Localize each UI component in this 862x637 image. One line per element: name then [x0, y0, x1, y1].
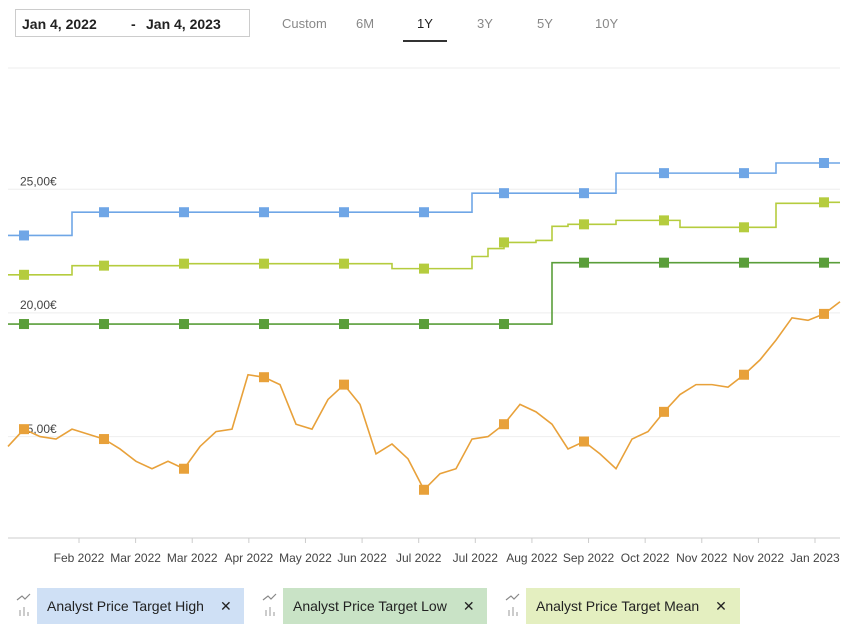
- y-tick-label: 25,00€: [20, 174, 57, 188]
- marker: [419, 319, 429, 330]
- legend-chip[interactable]: Analyst Price Target Mean ✕: [526, 588, 740, 624]
- legend-chip[interactable]: Analyst Price Target Low ✕: [283, 588, 487, 624]
- legend-chip[interactable]: Analyst Price Target High ✕: [37, 588, 244, 624]
- x-tick-label: Aug 2022: [506, 551, 558, 565]
- marker: [739, 369, 749, 380]
- marker: [339, 319, 349, 330]
- icon-graphic: [262, 593, 277, 616]
- marker: [419, 484, 429, 495]
- marker: [179, 258, 189, 269]
- marker: [19, 269, 29, 280]
- legend-label: Analyst Price Target Mean: [536, 598, 700, 614]
- marker: [179, 463, 189, 474]
- marker: [259, 319, 269, 330]
- range-button[interactable]: 3Y: [477, 16, 493, 31]
- date-separator: -: [131, 16, 136, 32]
- marker: [19, 230, 29, 241]
- marker: [179, 207, 189, 218]
- x-tick-label: May 2022: [279, 551, 332, 565]
- marker: [579, 436, 589, 447]
- marker: [739, 222, 749, 233]
- range-button[interactable]: Custom: [282, 16, 327, 31]
- marker: [739, 168, 749, 179]
- marker: [579, 219, 589, 230]
- legend-icon: [504, 588, 522, 624]
- marker: [99, 207, 109, 218]
- marker: [739, 257, 749, 268]
- marker: [819, 197, 829, 208]
- x-tick-label: Apr 2022: [224, 551, 273, 565]
- x-tick-label: Jun 2022: [337, 551, 387, 565]
- marker: [99, 260, 109, 271]
- marker: [499, 319, 509, 330]
- marker: [259, 207, 269, 218]
- marker: [499, 188, 509, 199]
- marker: [659, 168, 669, 179]
- x-tick-label: Sep 2022: [563, 551, 615, 565]
- legend-label: Analyst Price Target Low: [293, 598, 447, 614]
- remove-button[interactable]: ✕: [715, 597, 727, 614]
- marker: [99, 434, 109, 445]
- x-tick-label: Nov 2022: [733, 551, 785, 565]
- marker: [819, 157, 829, 168]
- icon-graphic: [505, 593, 520, 616]
- marker: [419, 207, 429, 218]
- series-line: [7, 301, 841, 492]
- marker: [579, 188, 589, 199]
- series-line: [8, 261, 840, 325]
- y-tick-label: 20,00€: [20, 298, 57, 312]
- legend-label: Analyst Price Target High: [47, 598, 204, 614]
- marker: [659, 257, 669, 268]
- series-line: [8, 162, 840, 237]
- x-tick-label: Nov 2022: [676, 551, 728, 565]
- marker: [339, 207, 349, 218]
- marker: [499, 419, 509, 430]
- marker: [579, 257, 589, 268]
- marker: [19, 319, 29, 330]
- marker: [339, 258, 349, 269]
- marker: [19, 424, 29, 435]
- date-to: Jan 4, 2023: [146, 16, 221, 32]
- marker: [499, 237, 509, 248]
- marker: [819, 257, 829, 268]
- legend-icon: [261, 588, 279, 624]
- marker: [339, 379, 349, 390]
- range-button[interactable]: 10Y: [595, 16, 619, 31]
- date-range-input[interactable]: Jan 4, 2022 - Jan 4, 2023: [15, 9, 250, 37]
- x-tick-label: Mar 2022: [167, 551, 218, 565]
- remove-button[interactable]: ✕: [219, 597, 232, 614]
- marker: [99, 319, 109, 330]
- active-underline: [403, 40, 447, 42]
- marker: [659, 215, 669, 226]
- x-tick-label: Feb 2022: [54, 551, 105, 565]
- range-button[interactable]: 1Y: [417, 16, 433, 31]
- marker: [659, 406, 669, 417]
- series-line: [8, 201, 840, 276]
- marker: [819, 308, 829, 319]
- x-tick-label: Mar 2022: [110, 551, 161, 565]
- x-tick-label: Oct 2022: [621, 551, 670, 565]
- x-tick-label: Jul 2022: [453, 551, 499, 565]
- marker: [259, 372, 269, 383]
- range-button[interactable]: 6M: [356, 16, 375, 31]
- range-button[interactable]: 5Y: [537, 16, 553, 31]
- remove-button[interactable]: ✕: [462, 597, 475, 614]
- marker: [419, 263, 429, 274]
- x-tick-label: Jan 2023: [790, 551, 840, 565]
- chart: 15,00€20,00€25,00€Feb 2022 Mar 2022 Mar 20…: [7, 67, 841, 565]
- x-tick-label: Jul 2022: [396, 551, 442, 565]
- marker: [179, 319, 189, 330]
- marker: [259, 258, 269, 269]
- icon-graphic: [16, 593, 31, 616]
- date-from: Jan 4, 2022: [22, 16, 97, 32]
- legend-icon: [15, 588, 33, 624]
